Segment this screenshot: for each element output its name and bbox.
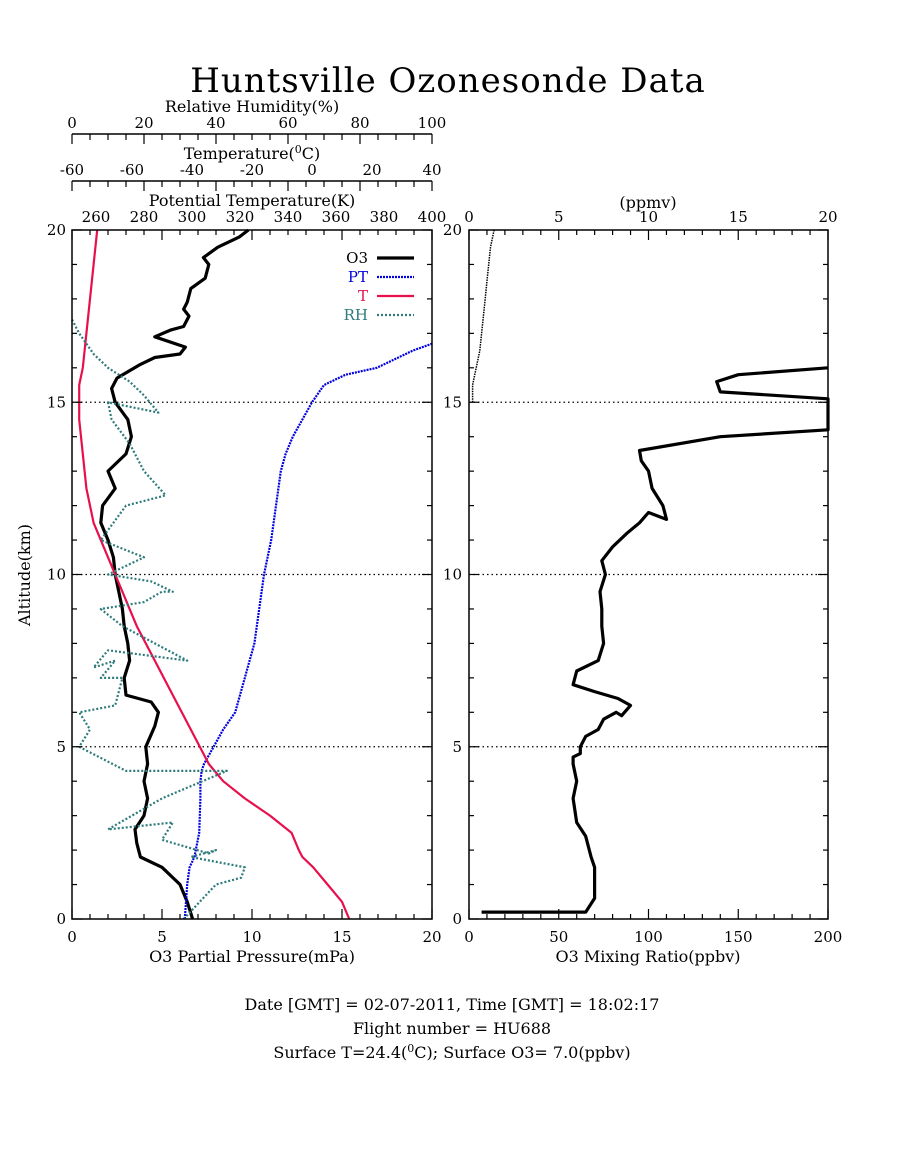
left-y-tick-label: 15 (47, 393, 66, 411)
pt-tick-label: 280 (130, 208, 159, 226)
left-panel: 0 5 10 15 20 0 5 10 15 20 Relative Humidity(%) 0 2… (15, 97, 446, 966)
ppmv-tick-label: 5 (554, 208, 564, 226)
left-axis-ticks: 0 5 10 15 20 0 5 10 15 20 (47, 221, 442, 946)
pt-tick-label: 320 (226, 208, 255, 226)
chart-title: Huntsville Ozonesonde Data (190, 61, 706, 101)
legend-label-o3: O3 (346, 249, 368, 267)
mixing-ratio-tick-label: 50 (549, 928, 568, 946)
temperature-tick-label: 20 (362, 161, 381, 179)
o3pp-tick-label: 5 (157, 928, 167, 946)
rh-tick-label: 40 (206, 114, 225, 132)
temperature-tick-label: -60 (60, 161, 84, 179)
rh-tick-label: 60 (278, 114, 297, 132)
rh-tick-label: 80 (350, 114, 369, 132)
o3pp-tick-label: 15 (332, 928, 351, 946)
mixing-ratio-tick-label: 150 (724, 928, 753, 946)
left-y-tick-label: 20 (47, 221, 66, 239)
o3pp-axis-label: O3 Partial Pressure(mPa) (149, 947, 355, 966)
pt-axis-label: Potential Temperature(K) (149, 191, 356, 210)
right-series-group (471, 229, 830, 914)
temperature-tick-label: 40 (422, 161, 441, 179)
rh-tick-label: 0 (67, 114, 77, 132)
o3pp-tick-label: 20 (422, 928, 441, 946)
right-plot-frame (468, 229, 829, 920)
ppmv-axis-label: (ppmv) (619, 193, 676, 212)
right-gridlines (469, 401, 828, 748)
o3pp-tick-label: 0 (67, 928, 77, 946)
pt-tick-label: 380 (370, 208, 399, 226)
rh-tick-label: 20 (134, 114, 153, 132)
pt-tick-label: 260 (82, 208, 111, 226)
legend-label-t: T (358, 287, 368, 305)
footer-flight-number: Flight number = HU688 (353, 1019, 551, 1038)
ppmv-tick-label: 15 (729, 208, 748, 226)
ppmv-series-line (471, 229, 495, 403)
mixing-ratio-series-line (481, 366, 830, 914)
temperature-tick-label: -60 (120, 161, 144, 179)
left-series-group (71, 228, 433, 920)
pt-tick-label: 340 (274, 208, 303, 226)
pt-tick-label: 300 (178, 208, 207, 226)
o3pp-tick-label: 10 (242, 928, 261, 946)
pt-tick-label: 400 (418, 208, 447, 226)
temperature-tick-label: 0 (307, 161, 317, 179)
mixing-ratio-axis-label: O3 Mixing Ratio(ppbv) (555, 947, 740, 966)
series-o3 (99, 228, 250, 920)
left-y-tick-label: 0 (56, 910, 66, 928)
mixing-ratio-tick-label: 200 (814, 928, 843, 946)
potential-temperature-axis: Potential Temperature(K) 260 280 300 320 340… (82, 191, 447, 226)
right-y-tick-label: 5 (452, 738, 462, 756)
mixing-ratio-tick-label: 100 (634, 928, 663, 946)
temperature-tick-label: -40 (180, 161, 204, 179)
series-rh (71, 319, 246, 920)
ppmv-tick-label: 0 (464, 208, 474, 226)
temperature-axis: Temperature(0C) -60 -60 -40 -20 0 20 40 (60, 143, 442, 191)
temperature-tick-label: -20 (240, 161, 264, 179)
right-y-tick-label: 20 (443, 221, 462, 239)
legend-label-rh: RH (344, 306, 368, 324)
temperature-axis-label: Temperature(0C) (184, 143, 321, 163)
footer-date-time: Date [GMT] = 02-07-2011, Time [GMT] = 18… (245, 995, 660, 1014)
rh-axis: Relative Humidity(%) 0 20 40 60 80 100 (67, 97, 446, 144)
footer-surface-values: Surface T=24.4(0C); Surface O3= 7.0(ppbv… (273, 1042, 630, 1062)
ppmv-tick-label: 10 (639, 208, 658, 226)
altitude-axis-label: Altitude(km) (15, 524, 34, 627)
pt-tick-label: 360 (322, 208, 351, 226)
series-t (78, 229, 351, 920)
legend-label-pt: PT (348, 268, 368, 286)
right-y-tick-label: 0 (452, 910, 462, 928)
rh-tick-label: 100 (418, 114, 447, 132)
ppmv-tick-label: 20 (818, 208, 837, 226)
mixing-ratio-tick-label: 0 (464, 928, 474, 946)
left-y-tick-label: 10 (47, 566, 66, 584)
rh-axis-label: Relative Humidity(%) (165, 97, 339, 116)
right-y-tick-label: 10 (443, 566, 462, 584)
right-y-tick-label: 15 (443, 393, 462, 411)
left-y-tick-label: 5 (56, 738, 66, 756)
left-gridlines (72, 401, 432, 748)
series-pt (183, 342, 433, 920)
